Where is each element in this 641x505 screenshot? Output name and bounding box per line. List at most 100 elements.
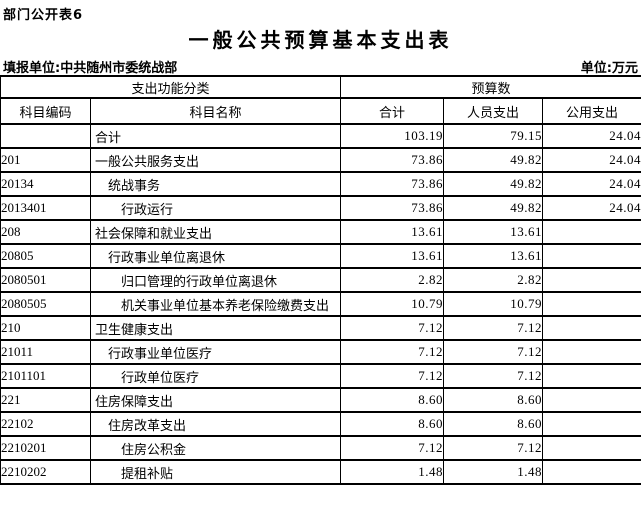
public-value-cell [542, 339, 641, 365]
table-row: 208 社会保障和就业支出 13.61 13.61 [0, 219, 641, 245]
public-value-cell [542, 267, 641, 293]
public-value-cell [542, 243, 641, 269]
subject-name-cell: 归口管理的行政单位离退休 [89, 267, 342, 293]
subject-code-cell [0, 123, 91, 149]
subject-name-cell: 行政单位医疗 [89, 363, 342, 389]
total-value-cell: 73.86 [340, 195, 445, 221]
public-value-cell: 24.04 [542, 195, 641, 221]
subject-name-cell: 卫生健康支出 [89, 315, 342, 341]
header-budget-figures: 预算数 [340, 75, 641, 99]
table-row: 20134 统战事务 73.86 49.82 24.04 [0, 171, 641, 197]
column-header-personnel-expenditure: 人员支出 [443, 97, 544, 125]
table-row: 210 卫生健康支出 7.12 7.12 [0, 315, 641, 341]
subject-name-cell: 行政运行 [89, 195, 342, 221]
reporting-unit: 填报单位:中共随州市委统战部 [3, 57, 177, 76]
subject-name-cell: 一般公共服务支出 [89, 147, 342, 173]
column-header-public-expenditure: 公用支出 [542, 97, 641, 125]
personnel-value-cell: 49.82 [443, 147, 544, 173]
public-value-cell [542, 291, 641, 317]
public-value-cell [542, 219, 641, 245]
subject-name-cell: 提租补贴 [89, 459, 342, 485]
public-value-cell [542, 363, 641, 389]
subject-code-cell: 208 [0, 219, 91, 245]
personnel-value-cell: 49.82 [443, 171, 544, 197]
total-value-cell: 10.79 [340, 291, 445, 317]
total-value-cell: 7.12 [340, 339, 445, 365]
public-value-cell: 24.04 [542, 171, 641, 197]
total-value-cell: 7.12 [340, 435, 445, 461]
public-value-cell: 24.04 [542, 123, 641, 149]
table-sheet-label: 部门公开表6 [3, 8, 84, 23]
total-value-cell: 13.61 [340, 219, 445, 245]
column-header-subject-name: 科目名称 [89, 97, 342, 125]
total-value-cell: 8.60 [340, 411, 445, 437]
reporting-unit-label: 填报单位: [3, 61, 61, 76]
table-row: 21011 行政事业单位医疗 7.12 7.12 [0, 339, 641, 365]
subject-code-cell: 2080501 [0, 267, 91, 293]
subject-code-cell: 2210201 [0, 435, 91, 461]
table-header-columns-row: 科目编码 科目名称 合计 人员支出 公用支出 [0, 97, 641, 125]
table-header-group-row: 支出功能分类 预算数 [0, 75, 641, 99]
total-value-cell: 13.61 [340, 243, 445, 269]
table-row: 221 住房保障支出 8.60 8.60 [0, 387, 641, 413]
subject-code-cell: 2101101 [0, 363, 91, 389]
subject-code-cell: 2080505 [0, 291, 91, 317]
header-function-classification: 支出功能分类 [0, 75, 342, 99]
personnel-value-cell: 1.48 [443, 459, 544, 485]
table-row: 2080501 归口管理的行政单位离退休 2.82 2.82 [0, 267, 641, 293]
page-title: 一般公共预算基本支出表 [188, 28, 453, 52]
subject-code-cell: 210 [0, 315, 91, 341]
table-row: 2080505 机关事业单位基本养老保险缴费支出 10.79 10.79 [0, 291, 641, 317]
public-value-cell [542, 435, 641, 461]
personnel-value-cell: 49.82 [443, 195, 544, 221]
table-row: 合计 103.19 79.15 24.04 [0, 123, 641, 149]
personnel-value-cell: 8.60 [443, 411, 544, 437]
table-row: 2210202 提租补贴 1.48 1.48 [0, 459, 641, 485]
table-row: 2210201 住房公积金 7.12 7.12 [0, 435, 641, 461]
table-row: 20805 行政事业单位离退休 13.61 13.61 [0, 243, 641, 269]
subject-name-cell: 合计 [89, 123, 342, 149]
public-value-cell [542, 459, 641, 485]
personnel-value-cell: 79.15 [443, 123, 544, 149]
personnel-value-cell: 8.60 [443, 387, 544, 413]
total-value-cell: 2.82 [340, 267, 445, 293]
subject-name-cell: 行政事业单位医疗 [89, 339, 342, 365]
reporting-unit-value: 中共随州市委统战部 [60, 61, 178, 76]
table-row: 2101101 行政单位医疗 7.12 7.12 [0, 363, 641, 389]
subject-code-cell: 2210202 [0, 459, 91, 485]
public-value-cell: 24.04 [542, 147, 641, 173]
budget-table-body: 合计 103.19 79.15 24.04 201 一般公共服务支出 73.86 49.82 2… [0, 123, 641, 485]
budget-table: 支出功能分类 预算数 科目编码 科目名称 合计 人员支出 公用支出 合计 103.… [0, 75, 641, 485]
table-meta-row: 填报单位:中共随州市委统战部 单位:万元 [3, 57, 638, 76]
subject-name-cell: 住房公积金 [89, 435, 342, 461]
personnel-value-cell: 13.61 [443, 219, 544, 245]
public-value-cell [542, 411, 641, 437]
personnel-value-cell: 7.12 [443, 339, 544, 365]
table-row: 2013401 行政运行 73.86 49.82 24.04 [0, 195, 641, 221]
personnel-value-cell: 13.61 [443, 243, 544, 269]
total-value-cell: 73.86 [340, 171, 445, 197]
subject-code-cell: 22102 [0, 411, 91, 437]
column-header-subject-code: 科目编码 [0, 97, 91, 125]
subject-code-cell: 21011 [0, 339, 91, 365]
public-value-cell [542, 315, 641, 341]
subject-name-cell: 行政事业单位离退休 [89, 243, 342, 269]
total-value-cell: 8.60 [340, 387, 445, 413]
subject-code-cell: 20134 [0, 171, 91, 197]
subject-code-cell: 20805 [0, 243, 91, 269]
subject-name-cell: 住房保障支出 [89, 387, 342, 413]
unit-note: 单位:万元 [580, 61, 638, 76]
personnel-value-cell: 7.12 [443, 435, 544, 461]
total-value-cell: 1.48 [340, 459, 445, 485]
subject-name-cell: 社会保障和就业支出 [89, 219, 342, 245]
table-row: 201 一般公共服务支出 73.86 49.82 24.04 [0, 147, 641, 173]
subject-name-cell: 住房改革支出 [89, 411, 342, 437]
subject-code-cell: 2013401 [0, 195, 91, 221]
subject-code-cell: 221 [0, 387, 91, 413]
total-value-cell: 103.19 [340, 123, 445, 149]
total-value-cell: 7.12 [340, 315, 445, 341]
subject-name-cell: 统战事务 [89, 171, 342, 197]
personnel-value-cell: 7.12 [443, 363, 544, 389]
personnel-value-cell: 2.82 [443, 267, 544, 293]
total-value-cell: 73.86 [340, 147, 445, 173]
